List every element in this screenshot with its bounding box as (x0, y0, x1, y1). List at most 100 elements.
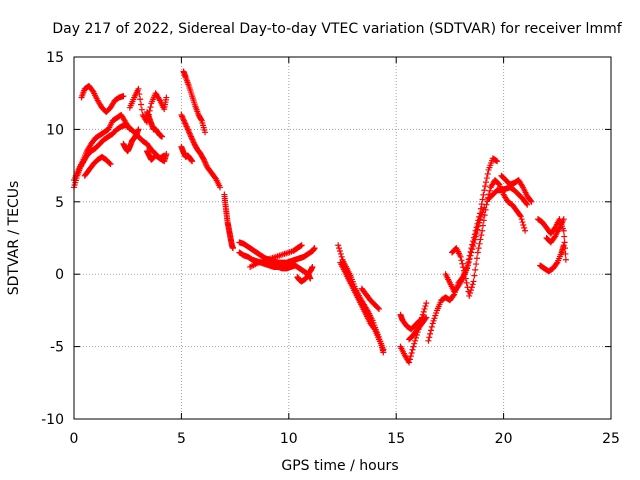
data-point (464, 262, 471, 269)
data-point (466, 292, 473, 299)
data-point (450, 292, 457, 299)
data-point (470, 243, 477, 250)
data-point (482, 206, 489, 213)
grid-lines (74, 57, 611, 419)
data-point (516, 212, 523, 219)
data-point (410, 343, 417, 350)
data-point (560, 216, 567, 223)
data-point (428, 323, 435, 330)
data-point (422, 303, 429, 310)
data-point (423, 314, 430, 321)
series-seg-early-lower (81, 153, 114, 179)
data-point (473, 261, 480, 268)
data-point (336, 248, 343, 255)
series-seg-descent-low (178, 143, 196, 165)
data-point (461, 267, 468, 274)
data-point (521, 224, 528, 231)
data-point (198, 116, 205, 123)
data-point (412, 337, 419, 344)
data-point (483, 201, 490, 208)
data-point (370, 325, 377, 332)
series-seg-plateau-b (498, 172, 535, 205)
data-point (422, 315, 429, 322)
data-point (478, 232, 485, 239)
data-point (561, 233, 568, 240)
data-point (135, 126, 142, 133)
data-point (473, 255, 480, 262)
data-point (421, 305, 428, 312)
data-point (459, 260, 466, 267)
data-point (484, 170, 491, 177)
data-point (431, 315, 438, 322)
data-point (523, 200, 530, 207)
series-seg-tail (294, 263, 316, 285)
data-point (524, 201, 531, 208)
data-point (137, 96, 144, 103)
data-point (200, 155, 207, 162)
data-point (309, 263, 316, 270)
data-point (520, 221, 527, 228)
data-point (433, 310, 440, 317)
data-point (560, 242, 567, 249)
tick-labels: 0 5 10 15 20 25 15 10 5 0 -5 -10 (41, 50, 620, 447)
data-point (465, 259, 472, 266)
data-point (477, 236, 484, 243)
y-tick-label: -5 (50, 340, 64, 356)
data-point (480, 217, 487, 224)
data-point (375, 305, 382, 312)
data-point (189, 158, 196, 165)
data-point (562, 256, 569, 263)
x-tick-label: 5 (177, 431, 186, 447)
data-point (406, 359, 413, 366)
data-point (471, 236, 478, 243)
data-point (463, 279, 470, 286)
data-point (425, 337, 432, 344)
data-point (411, 340, 418, 347)
data-point (469, 281, 476, 288)
data-point (426, 334, 433, 341)
data-point (458, 257, 465, 264)
data-point (217, 184, 224, 191)
data-point (474, 249, 481, 256)
data-point (494, 158, 501, 165)
data-point (427, 330, 434, 337)
y-tick-label: 5 (55, 195, 64, 211)
data-point (473, 230, 480, 237)
data-point (553, 260, 560, 267)
series-seg-plateau (485, 184, 531, 208)
series-seg-recovery-c (449, 177, 529, 299)
series-seg-descent-2c (358, 285, 383, 312)
data-point (338, 253, 345, 260)
data-point (470, 239, 477, 246)
data-point (336, 245, 343, 252)
data-point (479, 227, 486, 234)
data-point (106, 160, 113, 167)
data-point (163, 151, 170, 158)
data-point (479, 222, 486, 229)
data-point (476, 219, 483, 226)
x-axis-label: GPS time / hours (281, 458, 398, 474)
series-seg-early-mid (71, 111, 133, 184)
data-point (486, 187, 493, 194)
data-point (406, 356, 413, 363)
data-point (528, 198, 535, 205)
data-point (376, 305, 383, 312)
series-seg-descent-mid (178, 111, 224, 191)
data-point (126, 126, 133, 133)
x-tick-label: 20 (495, 431, 513, 447)
series-seg-descent-upper (180, 68, 209, 136)
y-tick-label: 15 (46, 50, 64, 66)
series-seg-early-top (78, 82, 127, 116)
data-point (457, 253, 464, 260)
data-point (337, 250, 344, 257)
y-tick-label: 10 (46, 122, 64, 138)
series-seg-late-b (537, 242, 567, 275)
series-seg-late-c (543, 216, 567, 246)
data-point (380, 346, 387, 353)
data-point (427, 327, 434, 334)
x-tick-label: 0 (70, 431, 79, 447)
data-point (423, 300, 430, 307)
data-point (481, 212, 488, 219)
